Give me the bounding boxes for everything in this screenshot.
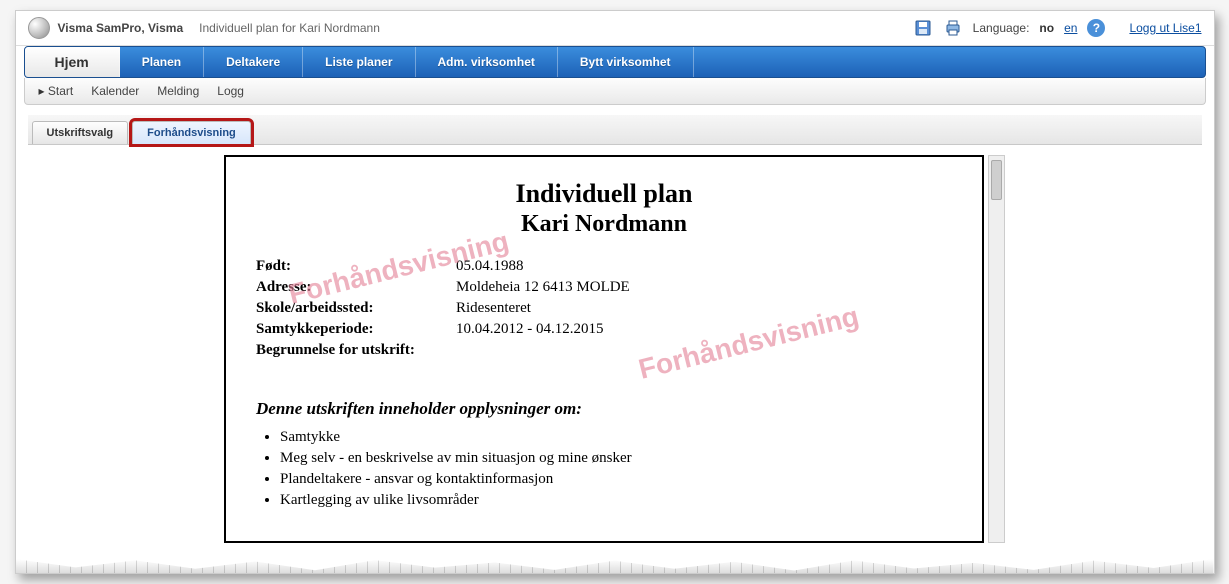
nav-deltakere[interactable]: Deltakere bbox=[204, 47, 303, 77]
topbar: Visma SamPro, Visma Individuell plan for… bbox=[16, 11, 1214, 46]
consent-value: 10.04.2012 - 04.12.2015 bbox=[456, 321, 952, 338]
topbar-right: Language: no en ? Logg ut Lise1 bbox=[913, 18, 1202, 38]
section-intro: Denne utskriften inneholder opplysninger… bbox=[256, 399, 952, 419]
bullet-item: Meg selv - en beskrivelse av min situasj… bbox=[280, 450, 952, 467]
subnav-kalender[interactable]: Kalender bbox=[91, 84, 139, 98]
nav-bytt-virksomhet[interactable]: Bytt virksomhet bbox=[558, 47, 694, 77]
nav-planen[interactable]: Planen bbox=[120, 47, 204, 77]
language-current: no bbox=[1039, 21, 1054, 35]
nav-hjem[interactable]: Hjem bbox=[25, 47, 120, 77]
school-label: Skole/arbeidssted: bbox=[256, 300, 456, 317]
consent-label: Samtykkeperiode: bbox=[256, 321, 456, 338]
reason-label: Begrunnelse for utskrift: bbox=[256, 342, 456, 359]
doc-person-name: Kari Nordmann bbox=[256, 211, 952, 238]
page-subtitle: Individuell plan for Kari Nordmann bbox=[199, 21, 380, 35]
subnav-start[interactable]: Start bbox=[39, 84, 74, 98]
help-icon[interactable]: ? bbox=[1087, 19, 1105, 37]
tab-utskriftsvalg[interactable]: Utskriftsvalg bbox=[32, 121, 129, 144]
logout-link[interactable]: Logg ut Lise1 bbox=[1129, 21, 1201, 35]
sub-nav: Start Kalender Melding Logg bbox=[24, 78, 1206, 105]
info-row-address: Adresse: Moldeheia 12 6413 MOLDE bbox=[256, 279, 952, 296]
bullet-item: Plandeltakere - ansvar og kontaktinforma… bbox=[280, 471, 952, 488]
doc-bullets: Samtykke Meg selv - en beskrivelse av mi… bbox=[280, 429, 952, 509]
app-shell: Visma SamPro, Visma Individuell plan for… bbox=[15, 10, 1215, 574]
reason-value bbox=[456, 342, 952, 359]
bullet-item: Samtykke bbox=[280, 429, 952, 446]
scroll-thumb[interactable] bbox=[991, 160, 1002, 200]
bullet-item: Kartlegging av ulike livsområder bbox=[280, 492, 952, 509]
subnav-melding[interactable]: Melding bbox=[157, 84, 199, 98]
info-row-consent: Samtykkeperiode: 10.04.2012 - 04.12.2015 bbox=[256, 321, 952, 338]
brand-title: Visma SamPro, Visma bbox=[58, 21, 184, 35]
info-row-reason: Begrunnelse for utskrift: bbox=[256, 342, 952, 359]
school-value: Ridesenteret bbox=[456, 300, 952, 317]
main-nav: Hjem Planen Deltakere Liste planer Adm. … bbox=[24, 46, 1206, 78]
document-preview: Forhåndsvisning Forhåndsvisning Individu… bbox=[224, 155, 984, 543]
app-logo bbox=[28, 17, 50, 39]
born-value: 05.04.1988 bbox=[456, 258, 952, 275]
info-row-born: Født: 05.04.1988 bbox=[256, 258, 952, 275]
preview-scrollbar[interactable]: ▴ bbox=[988, 155, 1005, 543]
language-switch[interactable]: en bbox=[1064, 21, 1077, 35]
address-value: Moldeheia 12 6413 MOLDE bbox=[456, 279, 952, 296]
nav-adm-virksomhet[interactable]: Adm. virksomhet bbox=[416, 47, 558, 77]
print-icon[interactable] bbox=[943, 18, 963, 38]
language-label: Language: bbox=[973, 21, 1030, 35]
address-label: Adresse: bbox=[256, 279, 456, 296]
preview-pane: Forhåndsvisning Forhåndsvisning Individu… bbox=[28, 155, 1202, 543]
nav-liste-planer[interactable]: Liste planer bbox=[303, 47, 415, 77]
main-nav-wrap: Hjem Planen Deltakere Liste planer Adm. … bbox=[16, 46, 1214, 78]
born-label: Født: bbox=[256, 258, 456, 275]
info-row-school: Skole/arbeidssted: Ridesenteret bbox=[256, 300, 952, 317]
doc-title: Individuell plan bbox=[256, 179, 952, 209]
save-icon[interactable] bbox=[913, 18, 933, 38]
tabs-row: Utskriftsvalg Forhåndsvisning bbox=[28, 115, 1202, 145]
tab-forhandsvisning[interactable]: Forhåndsvisning bbox=[132, 121, 251, 144]
subnav-logg[interactable]: Logg bbox=[217, 84, 244, 98]
content: Utskriftsvalg Forhåndsvisning Forhåndsvi… bbox=[16, 115, 1214, 563]
